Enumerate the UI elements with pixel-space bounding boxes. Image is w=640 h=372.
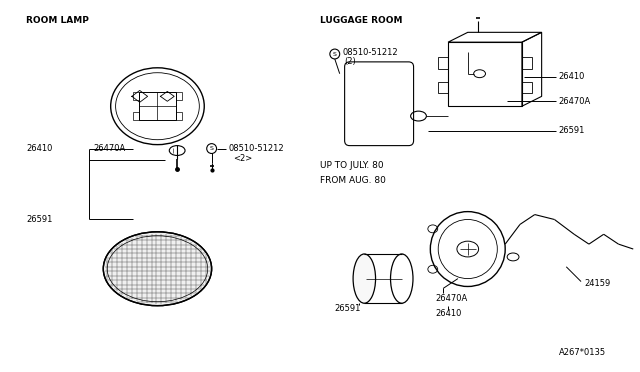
Text: 26591: 26591 bbox=[26, 215, 53, 224]
Text: S: S bbox=[333, 51, 337, 57]
Ellipse shape bbox=[103, 232, 212, 306]
Bar bbox=[522, 81, 532, 93]
Bar bbox=[176, 112, 182, 120]
Text: FROM AUG. 80: FROM AUG. 80 bbox=[320, 176, 386, 185]
Text: 26591: 26591 bbox=[335, 304, 361, 312]
Text: (2): (2) bbox=[344, 57, 356, 66]
Text: 26410: 26410 bbox=[558, 72, 585, 81]
Bar bbox=[438, 57, 448, 69]
Bar bbox=[133, 92, 139, 100]
Text: 26470A: 26470A bbox=[93, 144, 125, 153]
Text: S: S bbox=[210, 146, 214, 151]
Text: 08510-51212: 08510-51212 bbox=[228, 144, 284, 153]
Text: UP TO JULY. 80: UP TO JULY. 80 bbox=[320, 161, 383, 170]
Text: 26591: 26591 bbox=[558, 126, 585, 135]
Text: ROOM LAMP: ROOM LAMP bbox=[26, 16, 90, 25]
Bar bbox=[522, 57, 532, 69]
Text: A267*0135: A267*0135 bbox=[559, 348, 607, 357]
Text: LUGGAGE ROOM: LUGGAGE ROOM bbox=[320, 16, 403, 25]
Bar bbox=[139, 92, 176, 120]
Bar bbox=[133, 112, 139, 120]
Text: 08510-51212: 08510-51212 bbox=[342, 48, 398, 57]
Text: <2>: <2> bbox=[234, 154, 253, 163]
Bar bbox=[438, 81, 448, 93]
Ellipse shape bbox=[353, 254, 376, 303]
Bar bbox=[176, 92, 182, 100]
Text: 24159: 24159 bbox=[584, 279, 611, 288]
Text: 26470A: 26470A bbox=[558, 97, 591, 106]
Text: 26470A: 26470A bbox=[435, 294, 467, 303]
Text: 26410: 26410 bbox=[26, 144, 53, 153]
Text: 26410: 26410 bbox=[435, 308, 461, 318]
